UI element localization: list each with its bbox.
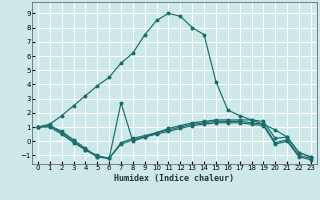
X-axis label: Humidex (Indice chaleur): Humidex (Indice chaleur) xyxy=(115,174,234,183)
